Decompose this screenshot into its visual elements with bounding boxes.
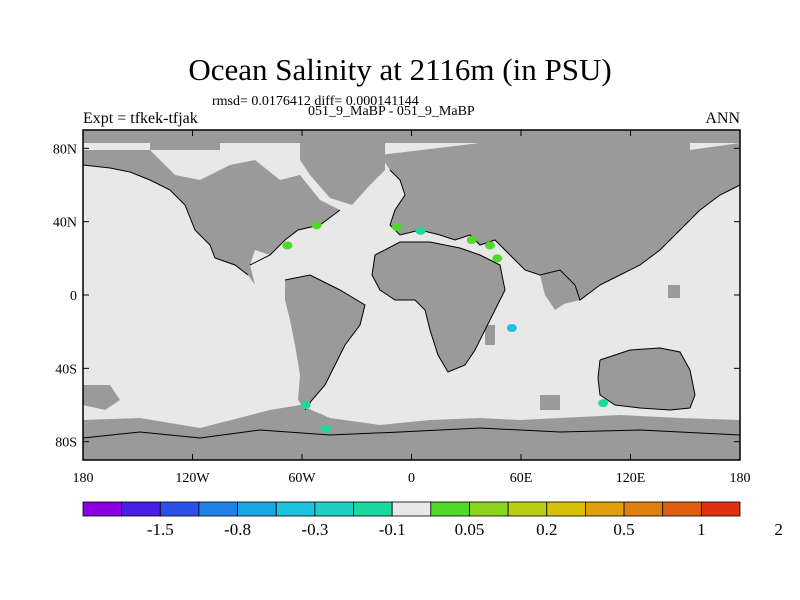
land-eurasia [380, 143, 740, 305]
colorbar-box [391, 501, 432, 517]
lat-tick-label: 80N [53, 142, 77, 157]
lon-tick-label: 180 [730, 471, 751, 486]
colorbar-label: -0.1 [379, 520, 406, 539]
anomaly-patch [320, 424, 331, 433]
land-islands-pacific [668, 285, 680, 298]
colorbar-box [353, 501, 393, 517]
land-south-america [285, 275, 365, 410]
colorbar-label: 2 [774, 520, 783, 539]
colorbar-box [662, 501, 702, 517]
lat-tick-label: 40N [53, 216, 77, 231]
land-antarctica [83, 405, 740, 460]
land-north-america [83, 150, 340, 285]
anomaly-patch [506, 324, 517, 332]
colorbar-label: -0.3 [301, 520, 328, 539]
anomaly-patch [466, 236, 477, 244]
colorbar-label: 0.5 [613, 520, 634, 539]
longitude-axis: 180 120W 60W 0 60E 120E 180 [73, 130, 751, 486]
colorbar-box [121, 501, 161, 517]
lon-tick-label: 60E [510, 471, 533, 486]
plot-title: Ocean Salinity at 2116m (in PSU) [188, 52, 612, 87]
colorbar-box [159, 501, 200, 517]
colorbar-label: -1.5 [147, 520, 174, 539]
coastlines [82, 164, 741, 439]
colorbar-box [700, 501, 741, 517]
anomaly-patch [492, 254, 503, 263]
land-south-asia [540, 270, 575, 310]
anomaly-patch [391, 223, 402, 232]
anomaly-patch [484, 241, 495, 250]
colorbar-box [82, 501, 123, 517]
colorbar-box [546, 501, 586, 517]
lon-tick-label: 120E [616, 471, 646, 486]
salinity-anomalies [282, 221, 609, 433]
expt-label: Expt = tfkek-tfjak [83, 110, 198, 127]
colorbar-box [469, 501, 509, 517]
anomaly-patch [282, 241, 293, 250]
lon-tick-label: 180 [73, 471, 94, 486]
colorbar-box [585, 501, 625, 517]
runs-subtitle: 051_9_MaBP - 051_9_MaBP [308, 104, 475, 119]
land-africa [372, 242, 505, 372]
map-area: 180 120W 60W 0 60E 120E 180 80N 40N 0 40S 80S [53, 129, 751, 486]
latitude-axis: 80N 40N 0 40S 80S [53, 142, 740, 451]
colorbar-box [623, 501, 664, 517]
anomaly-patch [598, 399, 609, 408]
lat-tick-label: 0 [70, 289, 77, 304]
land-masses [83, 130, 740, 460]
land-greenland [300, 143, 385, 205]
colorbar-label: -0.8 [224, 520, 251, 539]
colorbar-box [275, 501, 316, 517]
lat-tick-label: 40S [55, 362, 77, 377]
lat-tick-label: 80S [55, 436, 77, 451]
lon-tick-label: 120W [175, 471, 210, 486]
land-madagascar [485, 325, 495, 345]
colorbar-box [314, 501, 354, 517]
colorbar-box [430, 501, 470, 517]
period-label: ANN [705, 110, 740, 127]
anomaly-patch [415, 226, 426, 235]
colorbar: -1.5 -0.8 -0.3 -0.1 0.05 0.2 0.5 1 2 [82, 501, 783, 539]
colorbar-box [198, 501, 238, 517]
land-islands-atlantic [540, 395, 560, 410]
colorbar-box [507, 501, 548, 517]
land-arctic [83, 130, 740, 155]
lon-tick-label: 0 [408, 471, 415, 486]
land-australia [598, 348, 695, 410]
anomaly-patch [300, 401, 311, 409]
colorbar-label: 0.2 [536, 520, 557, 539]
land-new-zealand [83, 385, 120, 410]
colorbar-label: 0.05 [455, 520, 485, 539]
stats-subtitle: rmsd= 0.0176412 diff= 0.000141144 [212, 94, 419, 109]
anomaly-patch [311, 221, 322, 230]
colorbar-label: 1 [697, 520, 706, 539]
colorbar-box [237, 501, 277, 517]
lon-tick-label: 60W [288, 471, 316, 486]
